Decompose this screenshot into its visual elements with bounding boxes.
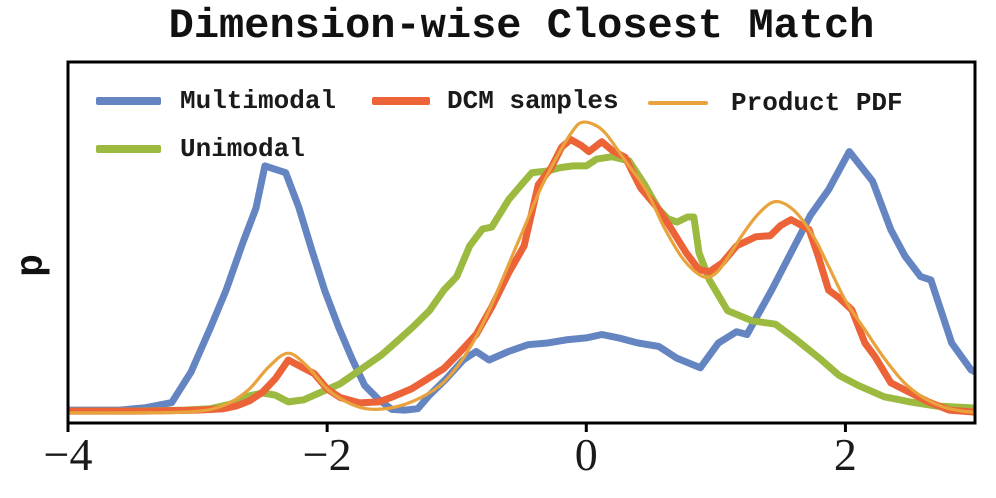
legend-swatch-dcm-samples <box>372 97 430 105</box>
x-tick-label: −4 <box>44 429 93 480</box>
axes-spines <box>66 60 977 425</box>
curve-unimodal <box>68 153 975 415</box>
legend-item-product-pdf: Product PDF <box>648 88 903 118</box>
legend-item-multimodal: Multimodal <box>96 86 337 116</box>
curve-multimodal <box>68 148 975 414</box>
legend-label-dcm-samples: DCM samples <box>447 86 619 116</box>
legend-item-dcm-samples: DCM samples <box>372 86 619 116</box>
legend-swatch-multimodal <box>96 97 161 105</box>
curve-product-pdf <box>68 120 975 415</box>
legend-swatch-unimodal <box>96 145 161 153</box>
x-axis-ticks-group: −4 −2 0 2 <box>44 423 857 480</box>
x-tick-label: 2 <box>834 429 857 480</box>
x-tick-label: 0 <box>575 429 598 480</box>
legend-label-unimodal: Unimodal <box>180 134 305 164</box>
x-tick-label: −2 <box>303 429 352 480</box>
legend-swatch-product-pdf <box>648 101 708 105</box>
legend-label-product-pdf: Product PDF <box>731 88 903 118</box>
legend-label-multimodal: Multimodal <box>180 86 337 116</box>
curve-dcm-samples <box>68 136 975 416</box>
legend-item-unimodal: Unimodal <box>96 134 305 164</box>
curves-group <box>68 120 975 416</box>
chart-title: Dimension-wise Closest Match <box>168 2 875 50</box>
